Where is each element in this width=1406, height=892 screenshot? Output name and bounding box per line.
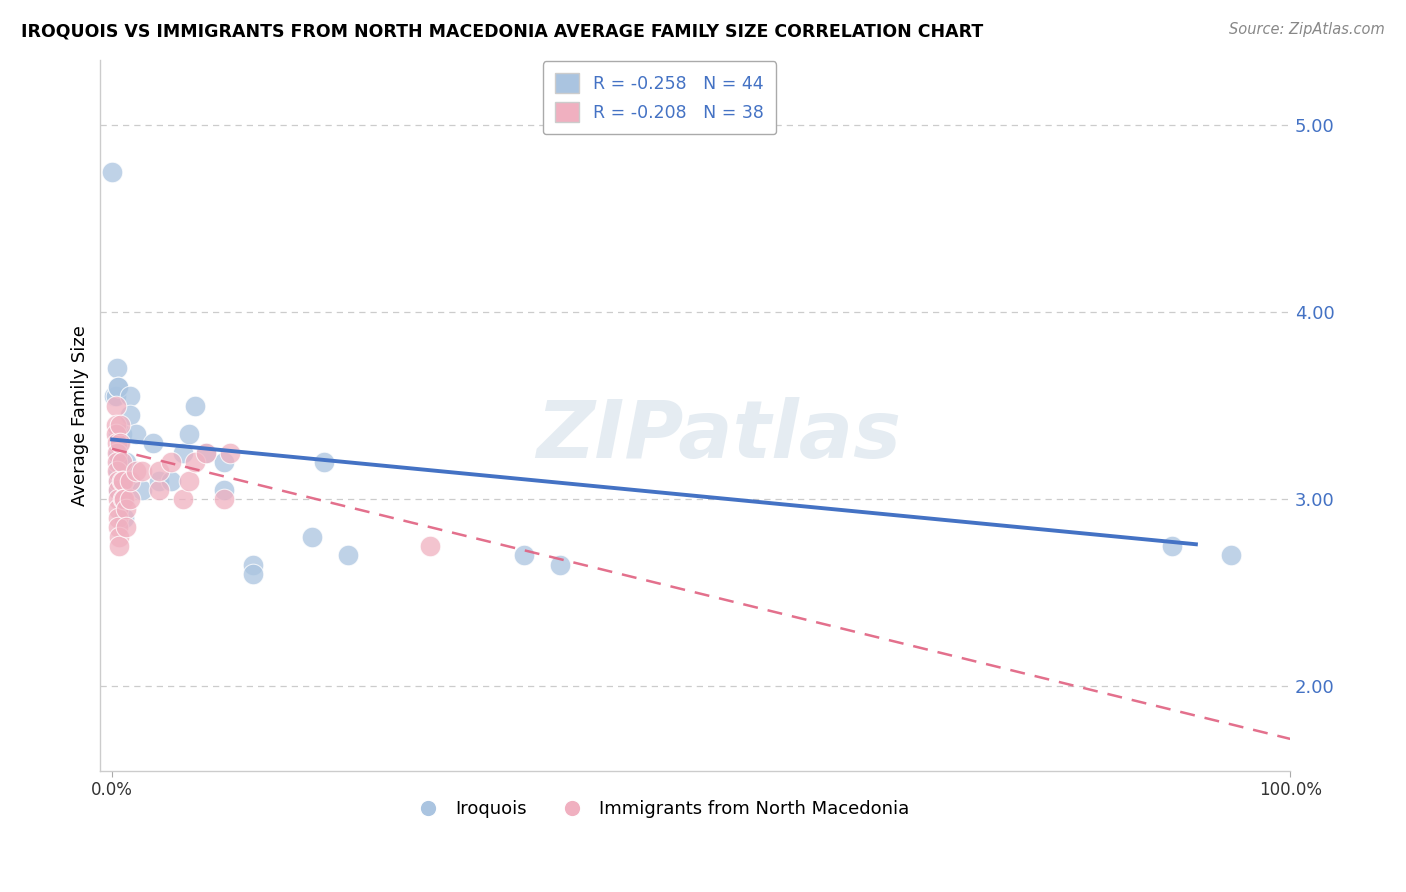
Point — [212, 455, 235, 469]
Point — [548, 558, 571, 572]
Text: Source: ZipAtlas.com: Source: ZipAtlas.com — [1229, 22, 1385, 37]
Point — [107, 492, 129, 507]
Point — [105, 361, 128, 376]
Point — [107, 380, 129, 394]
Point — [242, 558, 264, 572]
Point — [118, 389, 141, 403]
Point — [107, 445, 129, 459]
Point — [148, 483, 170, 497]
Point — [183, 455, 205, 469]
Point — [108, 436, 131, 450]
Point — [104, 426, 127, 441]
Text: IROQUOIS VS IMMIGRANTS FROM NORTH MACEDONIA AVERAGE FAMILY SIZE CORRELATION CHAR: IROQUOIS VS IMMIGRANTS FROM NORTH MACEDO… — [21, 22, 983, 40]
Point — [336, 549, 359, 563]
Legend: Iroquois, Immigrants from North Macedonia: Iroquois, Immigrants from North Macedoni… — [402, 793, 917, 826]
Point — [107, 483, 129, 497]
Point — [160, 455, 183, 469]
Point — [125, 426, 148, 441]
Point — [142, 436, 165, 450]
Point — [219, 445, 242, 459]
Point — [107, 520, 129, 534]
Point — [111, 483, 134, 497]
Point — [107, 426, 129, 441]
Point — [172, 445, 194, 459]
Point — [108, 455, 131, 469]
Y-axis label: Average Family Size: Average Family Size — [72, 325, 89, 506]
Point — [104, 417, 127, 432]
Point — [195, 445, 218, 459]
Point — [108, 539, 131, 553]
Point — [105, 445, 128, 459]
Point — [108, 530, 131, 544]
Point — [115, 474, 138, 488]
Point — [107, 380, 129, 394]
Point — [110, 436, 132, 450]
Point — [148, 464, 170, 478]
Point — [107, 455, 129, 469]
Point — [107, 474, 129, 488]
Point — [148, 474, 170, 488]
Point — [105, 455, 128, 469]
Point — [105, 436, 128, 450]
Point — [131, 464, 153, 478]
Point — [110, 474, 132, 488]
Point — [107, 464, 129, 478]
Point — [104, 389, 127, 403]
Point — [118, 474, 141, 488]
Point — [1220, 549, 1243, 563]
Point — [212, 483, 235, 497]
Point — [107, 483, 129, 497]
Point — [110, 474, 132, 488]
Point — [177, 474, 200, 488]
Point — [1161, 539, 1184, 553]
Point — [107, 511, 129, 525]
Point — [112, 511, 135, 525]
Point — [118, 492, 141, 507]
Point — [419, 539, 441, 553]
Point — [115, 455, 138, 469]
Point — [110, 455, 132, 469]
Point — [131, 483, 153, 497]
Point — [183, 399, 205, 413]
Point — [107, 474, 129, 488]
Point — [101, 165, 124, 179]
Point — [104, 399, 127, 413]
Point — [314, 455, 336, 469]
Point — [110, 474, 132, 488]
Point — [125, 464, 148, 478]
Point — [111, 474, 134, 488]
Point — [103, 389, 125, 403]
Point — [105, 464, 128, 478]
Point — [118, 408, 141, 422]
Point — [172, 492, 194, 507]
Point — [301, 530, 323, 544]
Point — [110, 417, 132, 432]
Point — [112, 492, 135, 507]
Point — [110, 426, 132, 441]
Point — [112, 492, 135, 507]
Point — [111, 492, 134, 507]
Point — [115, 520, 138, 534]
Point — [242, 567, 264, 582]
Point — [160, 474, 183, 488]
Point — [107, 501, 129, 516]
Text: ZIPatlas: ZIPatlas — [537, 398, 901, 475]
Point — [513, 549, 536, 563]
Point — [212, 492, 235, 507]
Point — [115, 501, 138, 516]
Point — [177, 426, 200, 441]
Point — [195, 445, 218, 459]
